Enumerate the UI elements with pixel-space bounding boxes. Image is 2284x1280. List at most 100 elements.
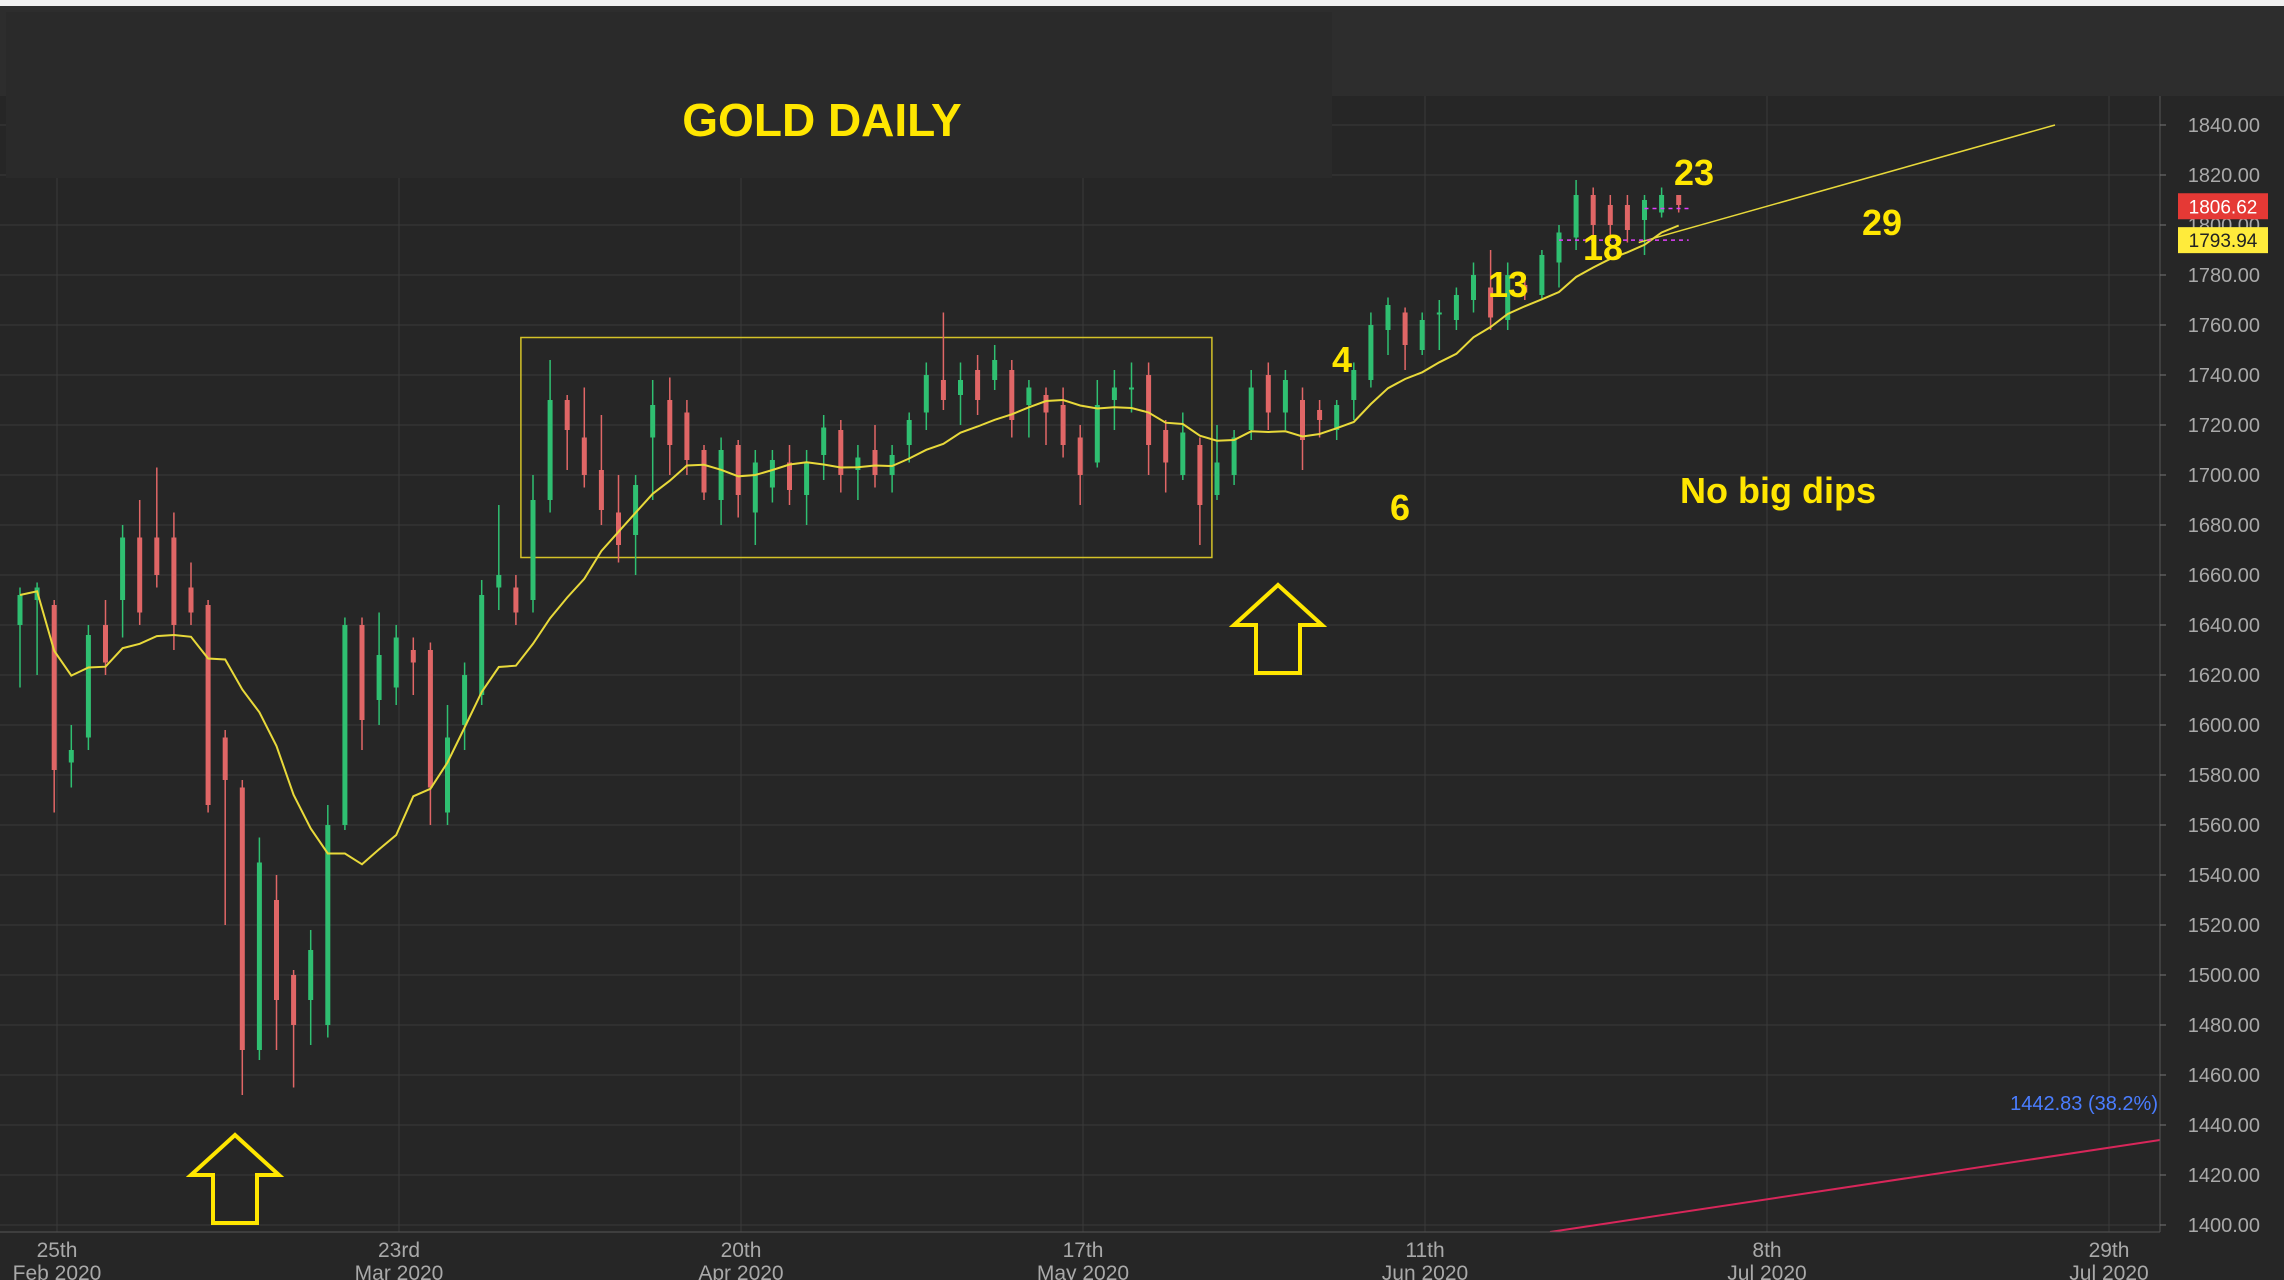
candle-body xyxy=(393,637,399,688)
candle-body xyxy=(1522,285,1528,293)
candle-body xyxy=(359,625,365,720)
candle xyxy=(1043,387,1049,445)
candle xyxy=(872,425,878,488)
candle-body xyxy=(1317,410,1323,420)
candle xyxy=(1402,307,1408,370)
candle xyxy=(1488,250,1494,330)
annotation-18: 18 xyxy=(1583,227,1623,268)
candle xyxy=(530,475,536,613)
candle-body xyxy=(1248,387,1254,430)
candle xyxy=(188,562,194,625)
candle xyxy=(821,415,827,480)
annotation-4: 4 xyxy=(1332,339,1352,380)
candle xyxy=(51,600,57,813)
candle-body xyxy=(85,635,91,738)
annotation-13: 13 xyxy=(1488,264,1528,305)
candle-body xyxy=(1111,387,1117,400)
candle-body xyxy=(564,400,570,430)
candle xyxy=(1419,312,1425,355)
candle-body xyxy=(598,470,604,510)
candle xyxy=(1077,425,1083,505)
top-border xyxy=(0,0,2284,6)
candle xyxy=(1436,300,1442,350)
candle-body xyxy=(821,427,827,455)
candle-body xyxy=(1573,195,1579,238)
annotation-6: 6 xyxy=(1390,487,1410,528)
x-tick-day: 11th xyxy=(1405,1239,1444,1262)
candle-body xyxy=(445,737,450,813)
trendline-segment xyxy=(1638,124,2056,244)
candle-body xyxy=(1146,375,1152,445)
candle-body xyxy=(581,437,587,475)
candle-body xyxy=(137,537,143,613)
candle xyxy=(1556,225,1562,288)
candle-body xyxy=(735,445,741,495)
range-rect xyxy=(520,336,1213,559)
candle-body xyxy=(1180,432,1186,475)
y-tick-label: 1400.00 xyxy=(2188,1215,2260,1237)
candle-body xyxy=(838,430,844,475)
annotation-29: 29 xyxy=(1862,202,1902,243)
y-tick-label: 1780.00 xyxy=(2188,265,2260,287)
candle xyxy=(342,617,348,830)
candle-series xyxy=(17,180,1682,1095)
candle-body xyxy=(752,462,758,513)
candle xyxy=(205,600,211,813)
x-tick-month: Mar 2020 xyxy=(355,1262,444,1280)
candle xyxy=(1573,180,1579,250)
arrow-annotations xyxy=(185,582,1328,1225)
candle xyxy=(308,930,314,1045)
candle-body xyxy=(1231,437,1237,475)
candle-body xyxy=(650,405,656,438)
candle-body xyxy=(906,420,912,445)
candle xyxy=(598,415,604,525)
candle-body xyxy=(1385,305,1391,330)
candle-body xyxy=(1334,405,1340,430)
candle-body xyxy=(291,975,297,1025)
y-tick-label: 1720.00 xyxy=(2188,415,2260,437)
y-axis-panel xyxy=(2160,96,2284,1232)
candle-body xyxy=(872,450,878,475)
x-tick-month: Jul 2020 xyxy=(1727,1262,1806,1280)
candle xyxy=(1094,380,1100,468)
candle-body xyxy=(1676,195,1682,205)
y-tick-label: 1580.00 xyxy=(2188,765,2260,787)
x-tick-day: 29th xyxy=(2089,1239,2130,1262)
candle-body xyxy=(1043,395,1049,413)
candle-body xyxy=(171,537,177,625)
candle xyxy=(684,400,690,475)
candle xyxy=(85,625,91,750)
y-tick-label: 1560.00 xyxy=(2188,815,2260,837)
candle xyxy=(427,642,433,825)
candle-body xyxy=(496,575,502,588)
candle-body xyxy=(1659,195,1665,213)
candle xyxy=(992,345,998,390)
y-tick-label: 1500.00 xyxy=(2188,965,2260,987)
candle xyxy=(564,395,570,470)
candle-body xyxy=(1129,387,1134,390)
candle xyxy=(1282,370,1288,430)
candle-body xyxy=(923,375,929,413)
candle xyxy=(1505,262,1511,330)
candle xyxy=(274,875,279,1050)
candle xyxy=(975,355,981,415)
candle xyxy=(838,420,844,493)
candle-body xyxy=(1060,405,1066,445)
ma-line xyxy=(19,224,1680,866)
candle xyxy=(462,662,468,750)
candle-body xyxy=(958,380,963,395)
candle-body xyxy=(633,485,639,535)
candle xyxy=(667,377,673,475)
y-tick-label: 1540.00 xyxy=(2188,865,2260,887)
y-tick-label: 1520.00 xyxy=(2188,915,2260,937)
candle-body xyxy=(1282,380,1288,413)
x-tick-month: Apr 2020 xyxy=(698,1262,783,1280)
candle xyxy=(752,450,758,545)
candle xyxy=(239,780,245,1095)
candle-body xyxy=(1419,320,1425,350)
candle xyxy=(1300,387,1305,470)
candle-body xyxy=(120,537,126,600)
candle-body xyxy=(188,587,194,613)
candle xyxy=(291,970,297,1088)
fib-price-label: 1442.83 (38.2%) xyxy=(2010,1093,2158,1115)
